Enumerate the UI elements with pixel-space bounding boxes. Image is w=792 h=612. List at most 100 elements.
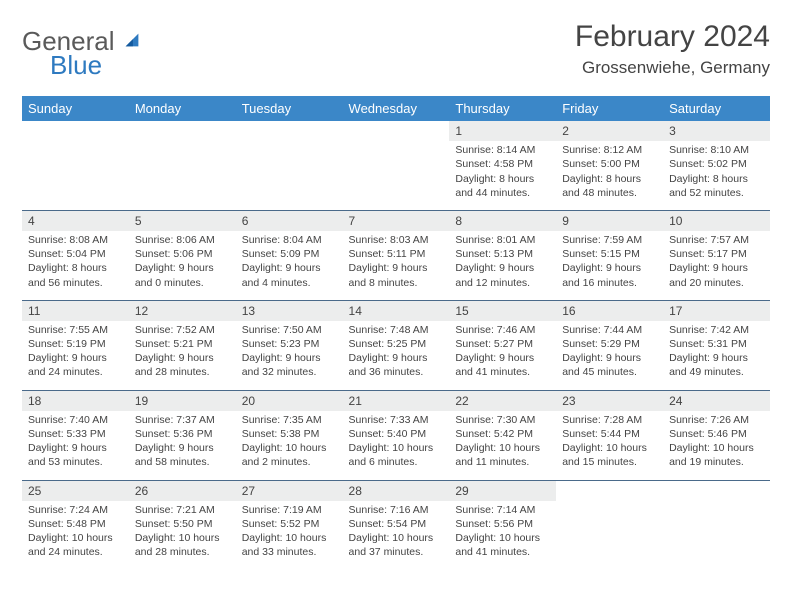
calendar-week-row: 25Sunrise: 7:24 AMSunset: 5:48 PMDayligh… [22, 480, 770, 569]
day-line: Sunrise: 7:21 AM [135, 503, 230, 517]
day-number: 11 [22, 301, 129, 321]
day-line: Sunset: 5:50 PM [135, 517, 230, 531]
day-number: 29 [449, 481, 556, 501]
day-line [28, 172, 123, 186]
day-line: Sunset: 5:15 PM [562, 247, 657, 261]
day-line: Daylight: 9 hours [562, 261, 657, 275]
day-line: Sunrise: 7:26 AM [669, 413, 764, 427]
day-number: 7 [343, 211, 450, 231]
calendar-day-cell: 21Sunrise: 7:33 AMSunset: 5:40 PMDayligh… [343, 390, 450, 480]
day-line [28, 157, 123, 171]
day-number: 4 [22, 211, 129, 231]
day-content [129, 141, 236, 210]
location: Grossenwiehe, Germany [575, 58, 770, 78]
calendar-day-cell: 17Sunrise: 7:42 AMSunset: 5:31 PMDayligh… [663, 300, 770, 390]
calendar-day-cell: 16Sunrise: 7:44 AMSunset: 5:29 PMDayligh… [556, 300, 663, 390]
day-content: Sunrise: 8:14 AMSunset: 4:58 PMDaylight:… [449, 141, 556, 210]
day-line: Sunrise: 7:42 AM [669, 323, 764, 337]
day-line: Sunrise: 7:28 AM [562, 413, 657, 427]
day-number: 27 [236, 481, 343, 501]
day-line: Sunrise: 7:52 AM [135, 323, 230, 337]
day-content: Sunrise: 7:21 AMSunset: 5:50 PMDaylight:… [129, 501, 236, 570]
day-line: Sunrise: 7:48 AM [349, 323, 444, 337]
day-number: 28 [343, 481, 450, 501]
day-line: Sunset: 5:42 PM [455, 427, 550, 441]
day-line: Daylight: 8 hours [669, 172, 764, 186]
day-line: Sunset: 5:56 PM [455, 517, 550, 531]
calendar-table: Sunday Monday Tuesday Wednesday Thursday… [22, 96, 770, 569]
calendar-day-cell: 27Sunrise: 7:19 AMSunset: 5:52 PMDayligh… [236, 480, 343, 569]
weekday-header: Sunday [22, 96, 129, 121]
day-content: Sunrise: 8:12 AMSunset: 5:00 PMDaylight:… [556, 141, 663, 210]
day-line: and 49 minutes. [669, 365, 764, 379]
day-line: Sunrise: 8:14 AM [455, 143, 550, 157]
day-content: Sunrise: 8:06 AMSunset: 5:06 PMDaylight:… [129, 231, 236, 300]
day-line: Daylight: 9 hours [349, 351, 444, 365]
day-line: and 48 minutes. [562, 186, 657, 200]
day-line: and 0 minutes. [135, 276, 230, 290]
weekday-header: Monday [129, 96, 236, 121]
day-line: and 28 minutes. [135, 545, 230, 559]
calendar-day-cell: 3Sunrise: 8:10 AMSunset: 5:02 PMDaylight… [663, 121, 770, 210]
day-line [562, 531, 657, 545]
day-line: Daylight: 10 hours [455, 441, 550, 455]
calendar-day-cell [556, 480, 663, 569]
day-content: Sunrise: 7:16 AMSunset: 5:54 PMDaylight:… [343, 501, 450, 570]
day-number: 25 [22, 481, 129, 501]
calendar-day-cell: 28Sunrise: 7:16 AMSunset: 5:54 PMDayligh… [343, 480, 450, 569]
day-line: Daylight: 10 hours [349, 441, 444, 455]
calendar-day-cell: 26Sunrise: 7:21 AMSunset: 5:50 PMDayligh… [129, 480, 236, 569]
day-number [556, 481, 663, 501]
day-content: Sunrise: 7:37 AMSunset: 5:36 PMDaylight:… [129, 411, 236, 480]
day-line [349, 172, 444, 186]
day-line: Sunset: 5:06 PM [135, 247, 230, 261]
day-line: and 41 minutes. [455, 545, 550, 559]
day-line: Daylight: 8 hours [455, 172, 550, 186]
day-line: Sunrise: 8:10 AM [669, 143, 764, 157]
day-line: and 15 minutes. [562, 455, 657, 469]
month-title: February 2024 [575, 20, 770, 54]
day-line: and 4 minutes. [242, 276, 337, 290]
day-line: and 24 minutes. [28, 365, 123, 379]
day-line: Daylight: 9 hours [28, 351, 123, 365]
day-line: Sunset: 5:19 PM [28, 337, 123, 351]
calendar-day-cell: 22Sunrise: 7:30 AMSunset: 5:42 PMDayligh… [449, 390, 556, 480]
day-line: Sunrise: 7:33 AM [349, 413, 444, 427]
day-content: Sunrise: 7:59 AMSunset: 5:15 PMDaylight:… [556, 231, 663, 300]
day-line: Sunset: 5:09 PM [242, 247, 337, 261]
weekday-header: Wednesday [343, 96, 450, 121]
day-line: and 28 minutes. [135, 365, 230, 379]
day-line: Daylight: 10 hours [28, 531, 123, 545]
day-number: 26 [129, 481, 236, 501]
day-line: Daylight: 9 hours [135, 351, 230, 365]
day-line: Daylight: 9 hours [349, 261, 444, 275]
day-content: Sunrise: 7:28 AMSunset: 5:44 PMDaylight:… [556, 411, 663, 480]
day-number [129, 121, 236, 141]
calendar-day-cell [343, 121, 450, 210]
day-number: 18 [22, 391, 129, 411]
day-line: and 24 minutes. [28, 545, 123, 559]
day-content: Sunrise: 8:08 AMSunset: 5:04 PMDaylight:… [22, 231, 129, 300]
day-content: Sunrise: 7:44 AMSunset: 5:29 PMDaylight:… [556, 321, 663, 390]
day-content: Sunrise: 7:19 AMSunset: 5:52 PMDaylight:… [236, 501, 343, 570]
day-content [663, 501, 770, 570]
logo-sail-icon [122, 30, 142, 54]
day-line: Daylight: 9 hours [28, 441, 123, 455]
day-number: 6 [236, 211, 343, 231]
day-line: Daylight: 10 hours [669, 441, 764, 455]
day-line: Daylight: 10 hours [242, 441, 337, 455]
day-line: Sunset: 5:25 PM [349, 337, 444, 351]
day-line: Daylight: 9 hours [669, 261, 764, 275]
day-line [242, 186, 337, 200]
day-line: Sunset: 5:38 PM [242, 427, 337, 441]
day-line: Sunset: 5:00 PM [562, 157, 657, 171]
calendar-week-row: 1Sunrise: 8:14 AMSunset: 4:58 PMDaylight… [22, 121, 770, 210]
day-content: Sunrise: 8:10 AMSunset: 5:02 PMDaylight:… [663, 141, 770, 210]
day-number: 8 [449, 211, 556, 231]
day-line: Sunrise: 7:40 AM [28, 413, 123, 427]
day-line: Sunrise: 8:01 AM [455, 233, 550, 247]
day-line: Daylight: 9 hours [242, 261, 337, 275]
day-line: Sunrise: 8:04 AM [242, 233, 337, 247]
calendar-day-cell [129, 121, 236, 210]
day-line: Sunrise: 7:55 AM [28, 323, 123, 337]
